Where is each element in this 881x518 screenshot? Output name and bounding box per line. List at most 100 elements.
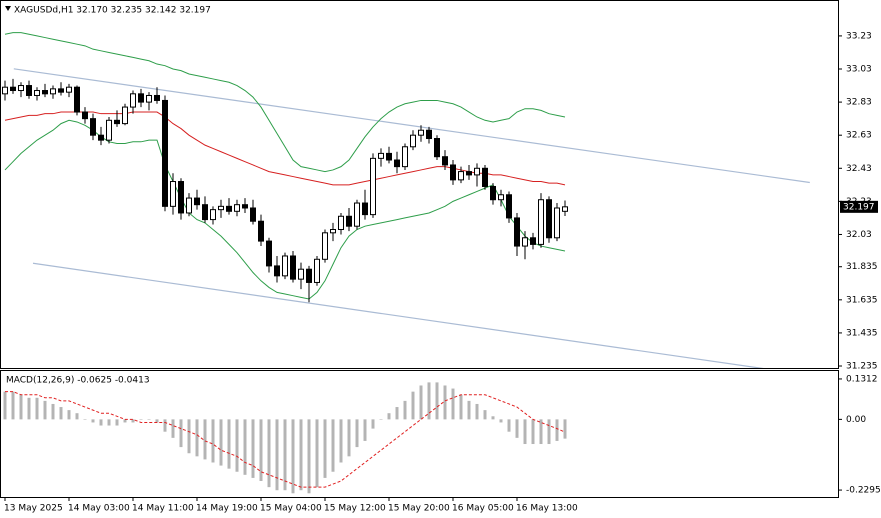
histogram-bar — [435, 382, 439, 420]
candle-body — [74, 86, 80, 113]
histogram-bar — [235, 419, 239, 472]
x-tick-label: 16 May 05:00 — [452, 504, 514, 514]
histogram-bar — [51, 403, 55, 420]
candle-body — [314, 258, 320, 283]
y-tick-label: 32.03 — [846, 230, 872, 240]
histogram-bar — [459, 394, 463, 420]
histogram-bar — [139, 419, 143, 420]
candle-body — [434, 138, 440, 158]
histogram-bar — [299, 419, 303, 491]
y-tick-label: 31.435 — [846, 328, 878, 338]
y-tick-label: 0.1312 — [846, 374, 878, 384]
histogram-bar — [211, 419, 215, 463]
candle-body — [426, 129, 432, 140]
price-tag-label: 32.197 — [843, 202, 875, 212]
signal-line — [5, 391, 566, 488]
menu-arrow[interactable] — [5, 6, 11, 11]
y-tick-label: 32.83 — [846, 98, 872, 108]
candle-body — [258, 220, 264, 242]
candle-body — [106, 119, 112, 141]
candle-body — [298, 268, 304, 280]
y-tick-label: 32.43 — [846, 164, 872, 174]
histogram-bar — [123, 419, 127, 423]
histogram-bar — [35, 397, 39, 420]
candle-body — [330, 229, 336, 234]
histogram-bar — [507, 419, 511, 432]
candle-body — [122, 106, 128, 125]
y-tick-label: 33.03 — [846, 65, 872, 75]
candle-body — [194, 197, 200, 206]
x-tick-label: 15 May 12:00 — [324, 504, 386, 514]
x-tick-label: 15 May 20:00 — [388, 504, 450, 514]
histogram-bar — [243, 419, 247, 475]
candle-body — [154, 94, 160, 101]
histogram-bar — [227, 419, 231, 469]
candle-body — [354, 202, 360, 227]
histogram-bar — [11, 391, 15, 420]
candle-body — [274, 265, 280, 277]
candle-body — [266, 240, 272, 267]
candle-body — [490, 185, 496, 201]
candle-body — [322, 232, 328, 260]
candle-body — [418, 129, 424, 136]
candle-body — [442, 156, 448, 166]
histogram-bar — [59, 407, 63, 420]
histogram-bar — [99, 419, 103, 426]
candle-body — [18, 85, 24, 92]
histogram-bar — [483, 410, 487, 420]
candle-body — [362, 202, 368, 216]
histogram-bar — [67, 410, 71, 420]
trendline — [13, 68, 810, 184]
histogram-bar — [19, 394, 23, 420]
histogram-bar — [499, 419, 503, 423]
histogram-bar — [155, 419, 159, 423]
histogram-bar — [331, 419, 335, 472]
histogram-bar — [555, 419, 559, 441]
histogram-bar — [107, 419, 111, 426]
candle-body — [290, 255, 296, 280]
histogram-bar — [91, 419, 95, 423]
histogram-bar — [251, 419, 255, 478]
histogram-bar — [363, 419, 367, 441]
histogram-bar — [475, 403, 479, 420]
candle-body — [498, 194, 504, 201]
candle-body — [210, 209, 216, 221]
histogram-bar — [403, 400, 407, 420]
y-tick-label: 31.635 — [846, 295, 878, 305]
candle-body — [394, 159, 400, 168]
histogram-bar — [83, 419, 87, 420]
histogram-bar — [43, 400, 47, 420]
histogram-bar — [547, 419, 551, 445]
candle-body — [346, 215, 352, 227]
price-tag — [840, 200, 878, 213]
candle-body — [66, 86, 72, 93]
price-pane — [0, 0, 839, 369]
histogram-bar — [283, 419, 287, 491]
y-tick-label: 32.63 — [846, 131, 872, 141]
candle-body — [306, 268, 312, 283]
candle-body — [138, 93, 144, 103]
histogram-bar — [27, 397, 31, 420]
x-tick-label: 14 May 03:00 — [68, 504, 130, 514]
candle-body — [538, 199, 544, 245]
y-tick-label: 31.235 — [846, 362, 878, 372]
candle-body — [514, 217, 520, 247]
histogram-bar — [75, 413, 79, 420]
histogram-bar — [539, 419, 543, 445]
candle-body — [242, 204, 248, 209]
x-tick-label: 14 May 11:00 — [132, 504, 194, 514]
histogram-bar — [267, 419, 271, 488]
histogram-bar — [275, 419, 279, 491]
candle-body — [10, 86, 16, 92]
indicator-line — [4, 119, 566, 300]
histogram-bar — [131, 419, 135, 423]
histogram-bar — [163, 419, 167, 432]
candle-body — [506, 194, 512, 219]
y-tick-label: 33.23 — [846, 31, 872, 41]
candle-body — [554, 207, 560, 239]
histogram-bar — [491, 416, 495, 420]
candle-body — [234, 204, 240, 212]
histogram-bar — [467, 400, 471, 420]
candle-body — [98, 134, 104, 141]
